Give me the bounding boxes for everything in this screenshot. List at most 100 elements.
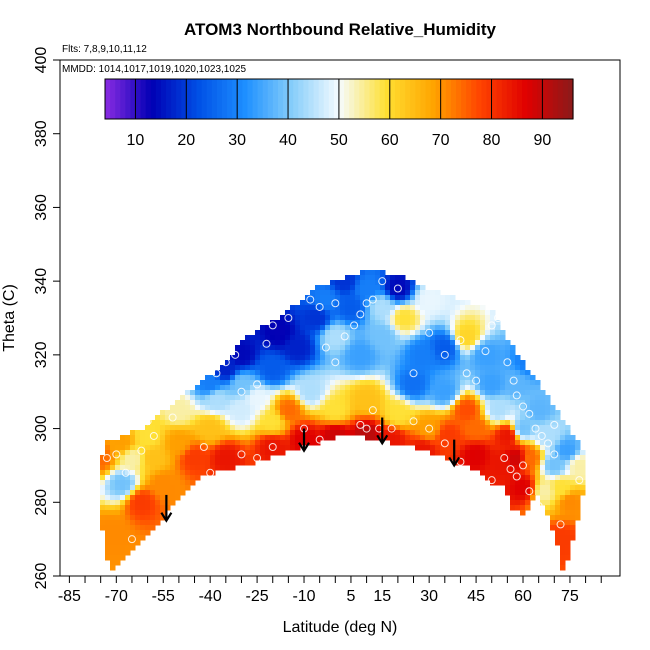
heat-cell — [320, 390, 326, 396]
heat-cell — [415, 365, 421, 371]
heat-cell — [385, 385, 391, 391]
heat-cell — [450, 365, 456, 371]
heat-cell — [435, 335, 441, 341]
heat-cell — [515, 360, 521, 366]
heat-cell — [430, 375, 436, 381]
heat-cell — [420, 420, 426, 426]
heat-cell — [330, 295, 336, 301]
heat-cell — [380, 300, 386, 306]
heat-cell — [315, 410, 321, 416]
heat-cell — [185, 485, 191, 491]
heat-cell — [390, 400, 396, 406]
heat-cell — [310, 315, 316, 321]
heat-cell — [420, 440, 426, 446]
heat-cell — [295, 335, 301, 341]
heat-cell — [220, 425, 226, 431]
colorbar-cell — [277, 79, 284, 119]
heat-cell — [570, 485, 576, 491]
heat-cell — [530, 375, 536, 381]
heat-cell — [160, 505, 166, 511]
heat-cell — [390, 290, 396, 296]
colorbar-cell — [150, 79, 157, 119]
heat-cell — [190, 405, 196, 411]
heat-cell — [355, 350, 361, 356]
observation-point — [221, 358, 230, 367]
heat-cell — [250, 385, 256, 391]
heat-cell — [260, 390, 266, 396]
heat-cell — [560, 475, 566, 481]
heat-cell — [225, 420, 231, 426]
heat-cell — [330, 375, 336, 381]
colorbar-cell — [501, 79, 508, 119]
observation-point — [356, 420, 365, 429]
heat-cell — [480, 415, 486, 421]
heat-cell — [445, 405, 451, 411]
heat-cell — [235, 420, 241, 426]
heat-cell — [395, 320, 401, 326]
heat-cell — [555, 485, 561, 491]
heat-cell — [125, 435, 131, 441]
colorbar-cell — [283, 79, 289, 119]
heat-cell — [490, 440, 496, 446]
heat-cell — [180, 470, 186, 476]
heat-cell — [230, 395, 236, 401]
heat-cell — [175, 490, 181, 496]
heat-cell — [460, 390, 466, 396]
heat-cell — [250, 400, 256, 406]
heat-cell — [225, 405, 231, 411]
heat-cell — [375, 380, 381, 386]
heat-cell — [325, 370, 331, 376]
heat-cell — [535, 400, 541, 406]
observation-point — [237, 450, 246, 459]
heat-cell — [215, 415, 221, 421]
heat-cell — [140, 475, 146, 481]
heat-cell — [325, 425, 331, 431]
heat-cell — [535, 385, 541, 391]
heat-cell — [575, 480, 581, 486]
heat-cell — [500, 365, 506, 371]
heat-cell — [145, 505, 151, 511]
colorbar-cell — [461, 79, 467, 119]
heat-cell — [235, 450, 241, 456]
heat-cell — [465, 340, 471, 346]
heat-cell — [305, 430, 311, 436]
heat-cell — [285, 345, 291, 351]
heat-cell — [205, 385, 211, 391]
observation-point — [425, 424, 434, 433]
heat-cell — [135, 430, 141, 436]
observation-points — [102, 277, 584, 544]
heat-cell — [245, 355, 251, 361]
heat-cell — [525, 375, 531, 381]
heat-cell — [230, 380, 236, 386]
heat-cell — [125, 485, 131, 491]
heat-cell — [215, 465, 221, 471]
heat-cell — [150, 465, 156, 471]
heat-cell — [465, 430, 471, 436]
heat-cell — [470, 445, 476, 451]
heat-cell — [345, 385, 351, 391]
heat-cell — [380, 320, 386, 326]
heat-cell — [520, 415, 526, 421]
heat-cell — [485, 470, 491, 476]
heat-cell — [385, 290, 391, 296]
heat-cell — [460, 305, 466, 311]
heat-cell — [370, 345, 376, 351]
heat-cell — [505, 480, 511, 486]
heat-cell — [215, 395, 221, 401]
observation-point — [212, 369, 221, 378]
heat-cell — [455, 435, 461, 441]
heat-cell — [535, 410, 541, 416]
flights-label: Flts: 7,8,9,10,11,12 — [62, 44, 147, 55]
heat-cell — [375, 355, 381, 361]
heat-cell — [395, 355, 401, 361]
heat-cell — [460, 345, 466, 351]
observation-point — [300, 284, 309, 293]
heat-cell — [150, 505, 156, 511]
heat-cell — [295, 430, 301, 436]
heat-cell — [140, 530, 146, 536]
observation-point — [356, 310, 365, 319]
heat-cell — [230, 400, 236, 406]
heat-cell — [425, 440, 431, 446]
heat-cell — [390, 330, 396, 336]
colorbar-cell — [471, 79, 477, 119]
